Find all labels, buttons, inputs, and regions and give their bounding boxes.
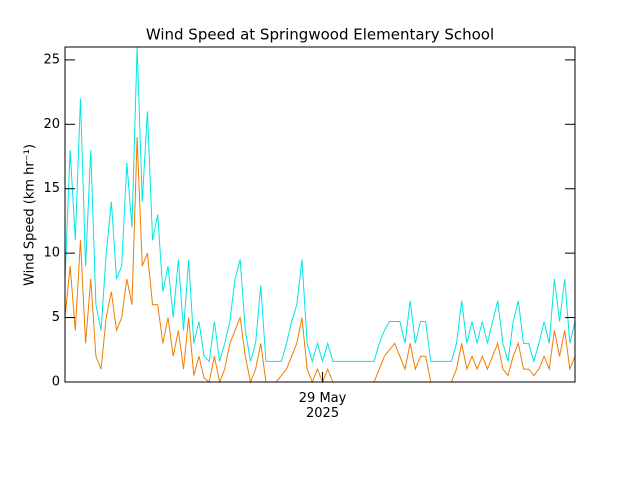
y-tick-label: 15 [43, 181, 60, 196]
plot-area [64, 46, 576, 384]
series-line [64, 137, 576, 384]
chart-title: Wind Speed at Springwood Elementary Scho… [146, 26, 494, 44]
y-tick-label: 25 [43, 52, 60, 67]
plot-frame [64, 46, 576, 383]
y-axis-label: Wind Speed (km hr⁻¹) [23, 144, 38, 286]
y-tick-label: 10 [43, 246, 60, 261]
y-tick-label: 0 [52, 375, 60, 390]
x-tick-label: 29 May 2025 [299, 391, 347, 421]
series-line [64, 46, 576, 364]
y-tick-label: 5 [52, 310, 60, 325]
y-tick-label: 20 [43, 117, 60, 132]
